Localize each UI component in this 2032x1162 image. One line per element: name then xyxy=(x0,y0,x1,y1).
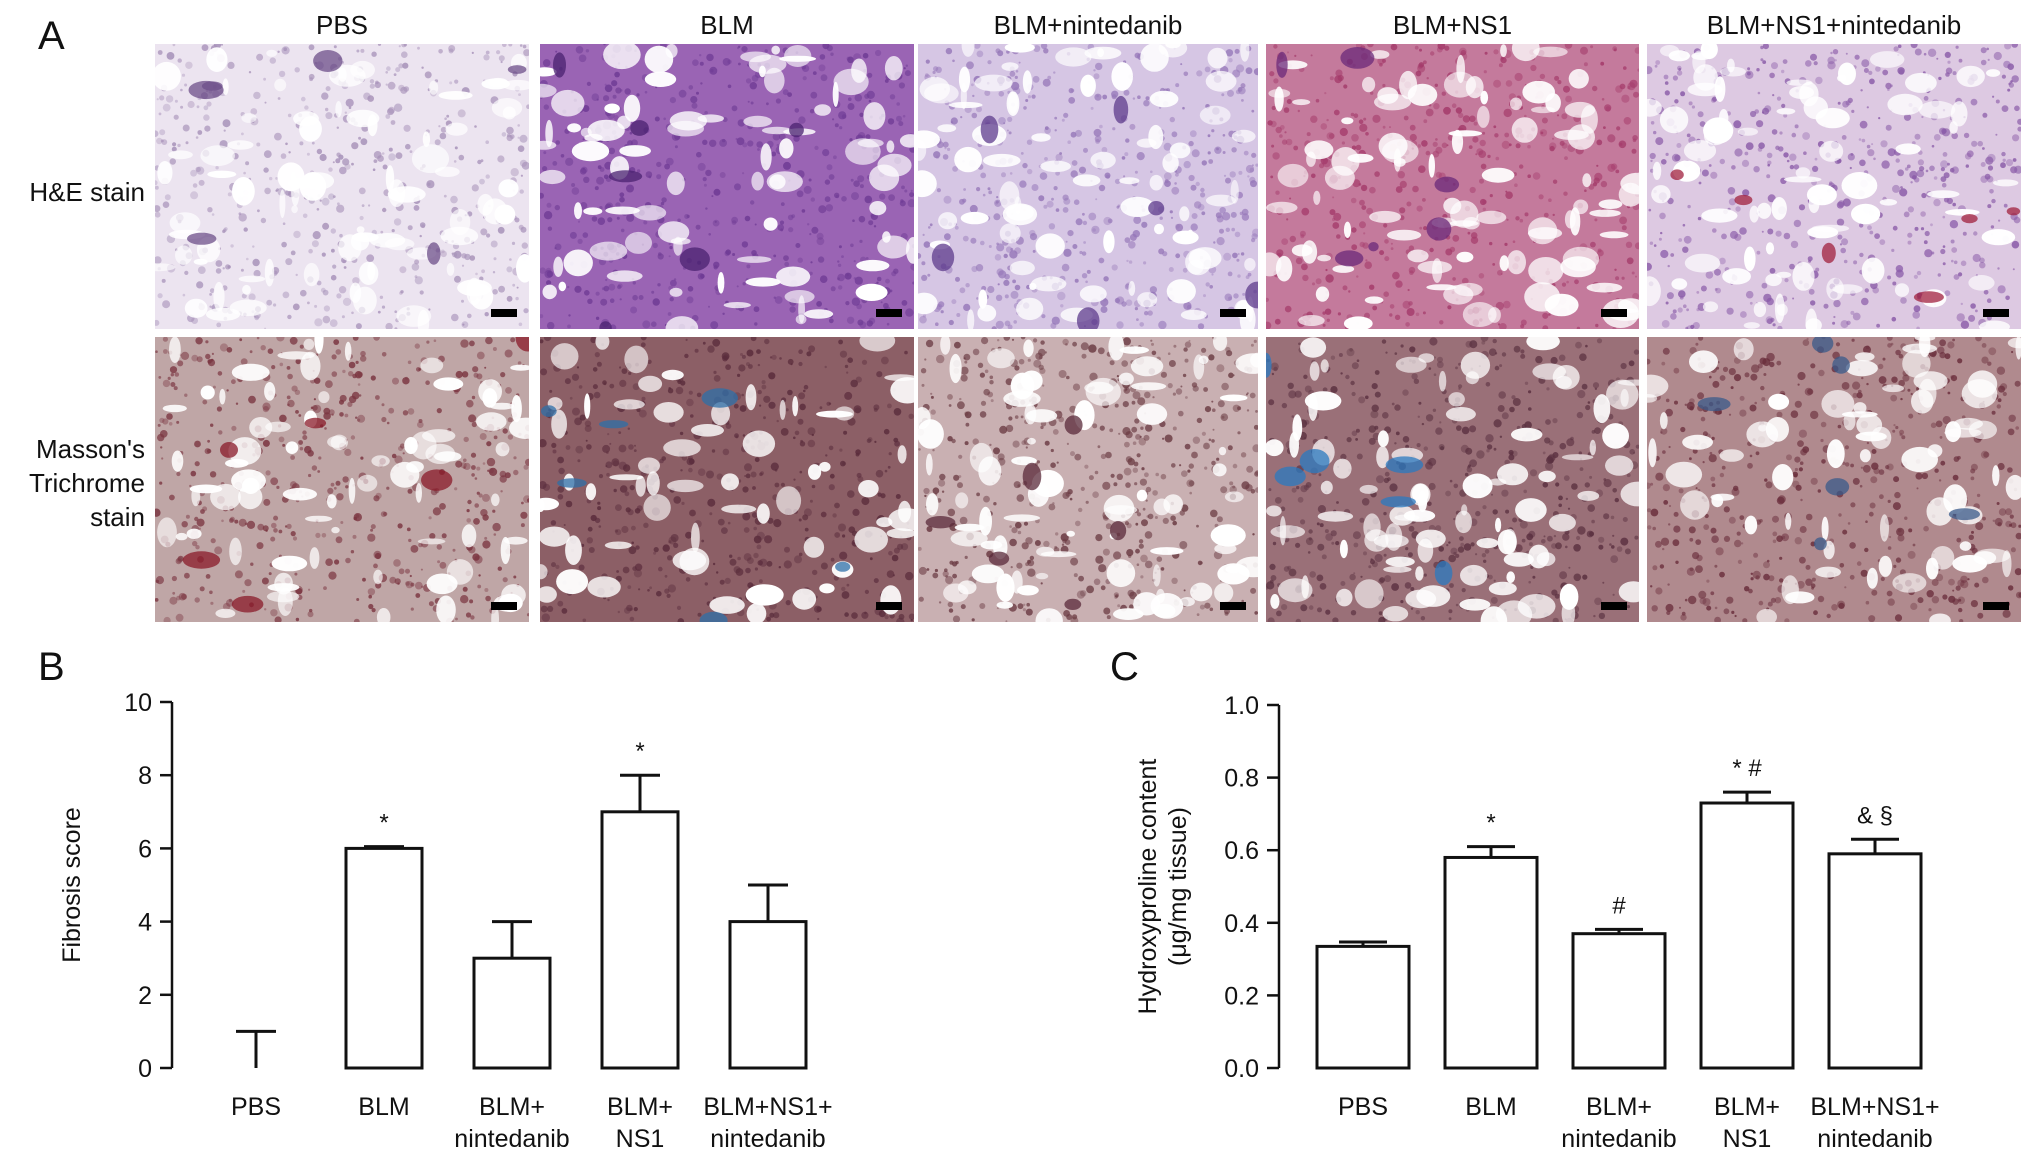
panel-b-y-tick-label: 10 xyxy=(124,689,152,717)
panel-b-y-tick-label: 2 xyxy=(138,982,152,1010)
scale-bar xyxy=(491,602,517,610)
panel-b-category-label: PBS xyxy=(231,1093,281,1121)
panel-c-bar xyxy=(1571,932,1667,1070)
panel-c-significance-mark: # xyxy=(1612,892,1626,919)
panel-b-category-label: nintedanib xyxy=(710,1125,825,1153)
scale-bar xyxy=(491,309,517,317)
panel-c-significance-mark: * xyxy=(1486,810,1495,837)
scale-bar xyxy=(1601,309,1627,317)
panel-b-bar xyxy=(472,956,552,1070)
panel-b-bar xyxy=(728,920,808,1070)
hydroxyproline-chart: 0.0 0.2 0.4 0.6 0.8 1.0 Hydroxyproline content… xyxy=(1134,692,1940,1153)
panel-c-category-label: PBS xyxy=(1338,1093,1388,1121)
panel-c-y-tick-label: 0.2 xyxy=(1224,982,1259,1010)
panel-b-category-label: NS1 xyxy=(616,1125,665,1153)
panel-a-letter: A xyxy=(38,14,65,58)
row-label-masson-line-1: Masson's xyxy=(35,434,145,464)
panel-b-letter: B xyxy=(38,645,65,689)
he-stain-image-3 xyxy=(918,44,1258,329)
panel-b-significance-mark: * xyxy=(635,738,644,765)
row-label-masson: Masson's Trichrome stain xyxy=(0,432,145,534)
panel-b-category-label: BLM+ xyxy=(479,1093,545,1121)
fibrosis-score-chart: 0 2 4 6 8 10 Fibrosis score PBS * BLM BLM+ nintedan… xyxy=(58,689,833,1153)
panel-c-category-label: BLM+NS1+ xyxy=(1810,1093,1939,1121)
panel-c-category-label: BLM+ xyxy=(1714,1093,1780,1121)
panel-b-category-label: BLM xyxy=(358,1093,409,1121)
panel-b-category-label: BLM+NS1+ xyxy=(703,1093,832,1121)
column-header-blm-ns1: BLM+NS1 xyxy=(1392,10,1513,40)
panel-c-category-label: nintedanib xyxy=(1561,1125,1676,1153)
masson-stain-image-5 xyxy=(1647,337,2021,622)
scale-bar xyxy=(1220,309,1246,317)
panel-c-y-tick-label: 0.6 xyxy=(1224,837,1259,865)
column-header-pbs: PBS xyxy=(315,10,369,40)
row-label-masson-line-3: stain xyxy=(90,502,145,532)
column-header-blm-ns1-nintedanib: BLM+NS1+nintedanib xyxy=(1706,10,1962,40)
panel-c-y-tick-label: 1.0 xyxy=(1224,692,1259,720)
panel-b-significance-mark: * xyxy=(379,810,388,837)
panel-c-category-label: nintedanib xyxy=(1817,1125,1932,1153)
scale-bar xyxy=(876,602,902,610)
row-label-he-line: H&E stain xyxy=(29,177,145,207)
panel-b-category-label: BLM+ xyxy=(607,1093,673,1121)
panel-c-bar xyxy=(1827,852,1923,1070)
panel-c-significance-mark: & § xyxy=(1857,802,1893,829)
he-stain-image-2 xyxy=(540,44,914,329)
panel-b-bar xyxy=(344,846,424,1070)
he-stain-image-4 xyxy=(1266,44,1639,329)
panel-c-y-tick-label: 0.4 xyxy=(1224,910,1259,938)
panel-c-category-label: BLM xyxy=(1465,1093,1516,1121)
masson-stain-image-3 xyxy=(918,337,1258,622)
he-stain-image-5 xyxy=(1647,44,2021,329)
row-label-he: H&E stain xyxy=(0,175,145,209)
panel-b-category-label: nintedanib xyxy=(454,1125,569,1153)
panel-c-y-axis-label: (μg/mg tissue) xyxy=(1164,807,1192,966)
panel-b-y-tick-label: 8 xyxy=(138,762,152,790)
panel-b-bar xyxy=(600,810,680,1070)
row-label-masson-line-2: Trichrome xyxy=(28,468,145,498)
scale-bar xyxy=(1983,309,2009,317)
scale-bar xyxy=(1601,602,1627,610)
panel-c-significance-mark: * # xyxy=(1732,755,1762,782)
masson-stain-image-1 xyxy=(155,337,529,622)
panel-c-category-label: BLM+ xyxy=(1586,1093,1652,1121)
panel-c-bar xyxy=(1699,801,1795,1070)
he-stain-image-1 xyxy=(155,44,529,329)
panel-c-y-tick-label: 0.8 xyxy=(1224,765,1259,793)
panel-c-category-label: NS1 xyxy=(1723,1125,1772,1153)
panel-c-letter: C xyxy=(1110,645,1139,689)
panel-c-y-tick-label: 0.0 xyxy=(1224,1055,1259,1083)
column-header-blm: BLM xyxy=(700,10,754,40)
scale-bar xyxy=(876,309,902,317)
panel-c-y-axis-label: Hydroxyproline content xyxy=(1134,759,1162,1015)
panel-b-y-tick-label: 6 xyxy=(138,835,152,863)
panel-c-bar xyxy=(1315,944,1411,1070)
masson-stain-image-4 xyxy=(1266,337,1639,622)
masson-stain-image-2 xyxy=(540,337,914,622)
scale-bar xyxy=(1983,602,2009,610)
panel-b-y-tick-label: 4 xyxy=(138,909,152,937)
panel-b-y-tick-label: 0 xyxy=(138,1055,152,1083)
column-header-blm-nintedanib: BLM+nintedanib xyxy=(993,10,1183,40)
scale-bar xyxy=(1220,602,1246,610)
panel-b-y-axis-label: Fibrosis score xyxy=(58,807,86,963)
panel-c-bar xyxy=(1443,855,1539,1070)
